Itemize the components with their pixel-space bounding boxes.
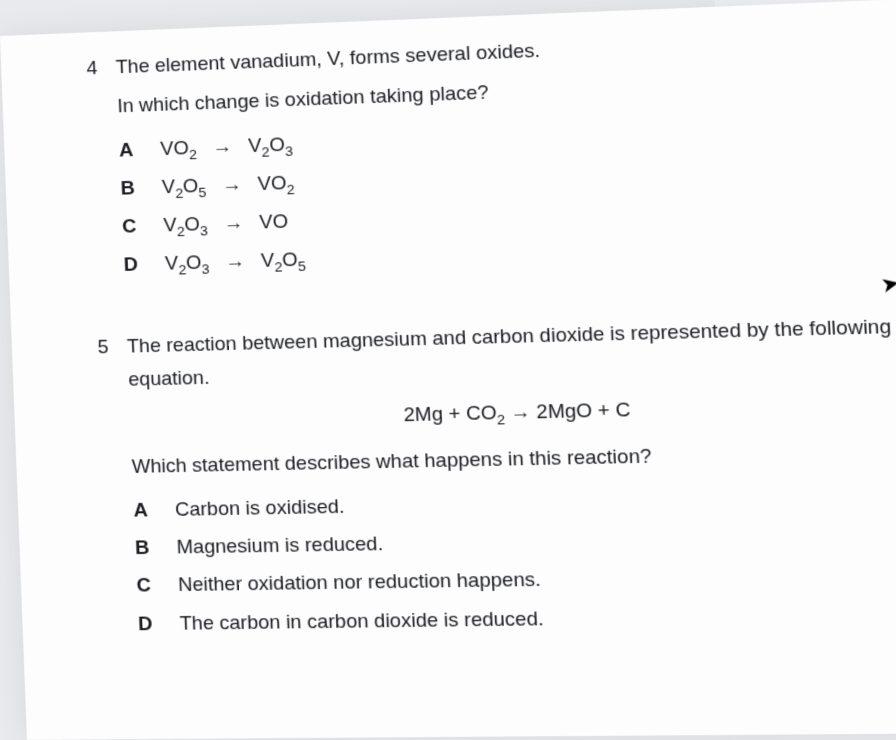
option-label: A — [118, 134, 142, 168]
arrow-icon: → — [202, 135, 243, 158]
question-sub: Which statement describes what happens i… — [131, 434, 896, 484]
arrow-icon: → — [214, 250, 256, 273]
arrow-icon: → — [211, 173, 252, 196]
equation: 2Mg + CO2 → 2MgO + C — [129, 388, 896, 440]
option-text: Neither oxidation nor reduction happens. — [178, 558, 896, 603]
option-label: A — [133, 494, 157, 528]
option-label: C — [136, 570, 160, 604]
option-label: B — [134, 532, 158, 566]
option-label: D — [138, 608, 162, 642]
option-text: The carbon in carbon dioxide is reduced. — [179, 597, 896, 641]
question-4: 4 The element vanadium, V, forms several… — [72, 21, 896, 289]
option-text: Magnesium is reduced. — [176, 519, 896, 565]
options-list: A Carbon is oxidised. B Magnesium is red… — [133, 480, 896, 642]
option-label: D — [123, 248, 147, 282]
options-list: A VO2 → V2O3 B V2O5 → VO2 — [118, 106, 896, 283]
document-page: 4 The element vanadium, V, forms several… — [0, 0, 896, 740]
mouse-cursor-icon: ➤ — [877, 265, 896, 304]
option-label: B — [120, 172, 144, 206]
option-d[interactable]: D The carbon in carbon dioxide is reduce… — [138, 597, 896, 641]
question-number: 5 — [83, 331, 120, 646]
option-c[interactable]: C Neither oxidation nor reduction happen… — [136, 558, 896, 604]
option-label: C — [122, 210, 146, 244]
question-number: 4 — [72, 53, 106, 289]
question-stem: The reaction between magnesium and carbo… — [126, 310, 896, 398]
arrow-icon: → — [213, 212, 255, 235]
question-5: 5 The reaction between magnesium and car… — [83, 310, 896, 647]
